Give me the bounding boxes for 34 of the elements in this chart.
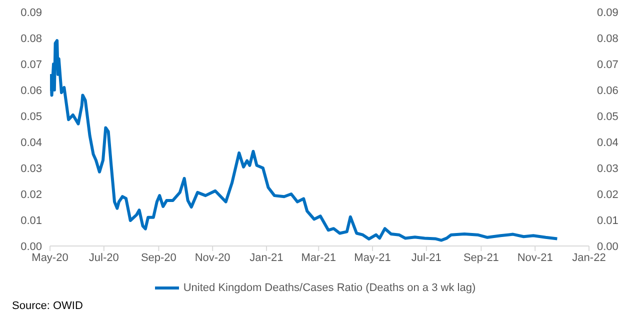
y-tick-label: 0.09: [20, 6, 42, 19]
x-tick-label: Nov-20: [194, 252, 230, 264]
y-tick-label: 0.05: [20, 110, 42, 123]
y-tick-label: 0.07: [20, 58, 42, 71]
y2-tick-label: 0.07: [597, 58, 618, 71]
x-tick-label: Jul-20: [88, 252, 119, 264]
y-tick-label: 0.02: [20, 188, 42, 201]
y-tick-label: 0.08: [20, 32, 42, 45]
y2-tick-label: 0.00: [597, 240, 618, 253]
y-tick-label: 0.01: [20, 214, 42, 227]
y-tick-label: 0.00: [20, 240, 42, 253]
x-tick-label: Nov-21: [517, 252, 553, 264]
y2-tick-label: 0.06: [597, 84, 618, 97]
x-tick-label: Jul-21: [411, 252, 442, 264]
y-tick-label: 0.04: [20, 136, 42, 149]
line-series: [50, 39, 559, 242]
y2-tick-label: 0.05: [597, 110, 618, 123]
x-tick-label: Jan-22: [572, 252, 606, 264]
x-tick-label: May-20: [32, 252, 68, 264]
y2-tick-label: 0.04: [597, 136, 618, 149]
legend-label: United Kingdom Deaths/Cases Ratio (Deaths on a 3 wk lag): [183, 282, 476, 294]
source-note: Source: OWID: [12, 300, 84, 312]
x-tick-label: Sep-21: [463, 252, 499, 264]
y2-tick-label: 0.09: [597, 6, 618, 19]
x-tick-label: Jan-21: [250, 252, 284, 264]
y-tick-label: 0.06: [20, 84, 42, 97]
x-tick-label: Mar-21: [301, 252, 336, 264]
y-tick-label: 0.03: [20, 162, 42, 175]
y2-tick-label: 0.03: [597, 162, 618, 175]
x-tick-label: Sep-20: [140, 252, 176, 264]
y2-tick-label: 0.08: [597, 32, 618, 45]
x-tick-label: May-21: [354, 252, 391, 264]
y2-tick-label: 0.01: [597, 214, 618, 227]
y2-tick-label: 0.02: [597, 188, 618, 201]
